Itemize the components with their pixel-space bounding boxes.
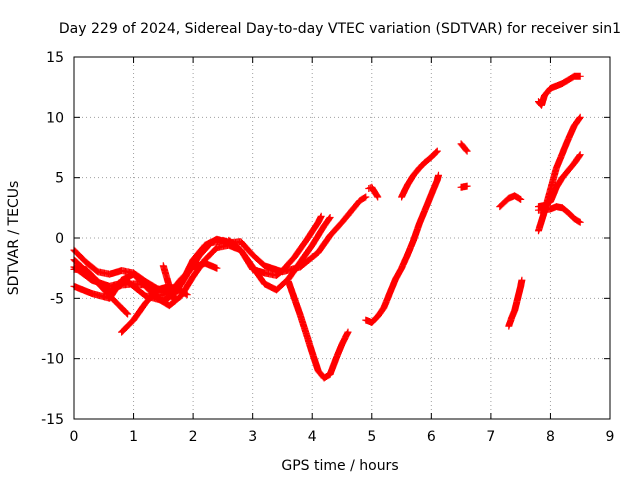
y-tick-label: -10 xyxy=(41,352,64,368)
series-arc-18 xyxy=(535,72,584,109)
data-series xyxy=(70,72,584,382)
series-marks xyxy=(535,151,584,211)
series-marks xyxy=(344,193,370,219)
y-axis-label: SDTVAR / TECUs xyxy=(6,181,22,296)
series-arc-19 xyxy=(535,113,584,235)
series-arc-13 xyxy=(398,147,441,201)
x-tick-label: 3 xyxy=(248,429,257,445)
x-tick-label: 2 xyxy=(189,429,198,445)
series-marks xyxy=(284,277,352,382)
series-arc-10 xyxy=(344,193,370,219)
series-arc-12 xyxy=(362,171,442,326)
series-arc-15 xyxy=(457,182,471,191)
series-arc-20 xyxy=(535,151,584,211)
series-marks xyxy=(118,282,191,336)
series-arc-7 xyxy=(159,262,179,305)
x-tick-label: 4 xyxy=(308,429,317,445)
y-tick-labels: -15 -10 -5 0 5 10 15 xyxy=(41,50,64,428)
x-tick-label: 0 xyxy=(70,429,79,445)
series-marks xyxy=(535,203,584,226)
x-tick-labels: 0 1 2 3 4 5 6 7 8 9 xyxy=(70,429,615,445)
y-tick-label: 15 xyxy=(46,50,64,66)
series-arc-21 xyxy=(535,203,584,226)
x-axis-label: GPS time / hours xyxy=(281,458,398,474)
y-tick-label: 5 xyxy=(55,171,64,187)
series-arc-17 xyxy=(505,276,526,330)
series-marks xyxy=(398,147,441,201)
series-marks xyxy=(505,276,526,330)
chart-title: Day 229 of 2024, Sidereal Day-to-day VTE… xyxy=(59,21,621,37)
series-marks xyxy=(457,140,471,155)
axis-ticks xyxy=(73,56,611,420)
series-marks xyxy=(362,171,442,326)
x-tick-label: 5 xyxy=(367,429,376,445)
y-tick-label: -15 xyxy=(41,412,64,428)
y-tick-label: 10 xyxy=(46,110,64,126)
x-tick-label: 9 xyxy=(606,429,615,445)
series-arc-16 xyxy=(496,192,525,211)
series-arc-11 xyxy=(365,183,382,201)
series-marks xyxy=(535,72,584,109)
series-marks xyxy=(535,113,584,235)
grid xyxy=(74,57,610,419)
series-marks xyxy=(457,182,471,191)
series-arc-8 xyxy=(225,214,334,294)
y-tick-label: 0 xyxy=(55,231,64,247)
series-marks xyxy=(496,192,525,211)
x-tick-label: 7 xyxy=(486,429,495,445)
x-tick-label: 1 xyxy=(129,429,138,445)
series-marks xyxy=(225,214,334,294)
series-marks xyxy=(365,183,382,201)
x-tick-label: 6 xyxy=(427,429,436,445)
series-arc-9 xyxy=(284,277,352,382)
series-arc-6 xyxy=(118,282,191,336)
series-arc-14 xyxy=(457,140,471,155)
y-tick-label: -5 xyxy=(50,291,64,307)
series-marks xyxy=(159,262,179,305)
x-tick-label: 8 xyxy=(546,429,555,445)
